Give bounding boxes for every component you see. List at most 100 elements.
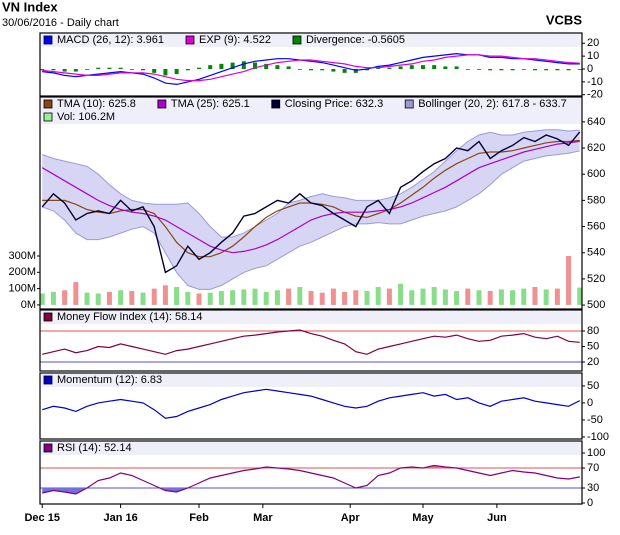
- bar: [454, 66, 459, 69]
- bar: [73, 282, 79, 305]
- bar: [454, 291, 460, 305]
- bar: [442, 289, 448, 305]
- bar: [95, 293, 101, 305]
- bar: [50, 291, 56, 305]
- bar: [73, 69, 78, 72]
- bar: [443, 66, 448, 69]
- bar: [308, 291, 314, 305]
- plot: [40, 464, 582, 495]
- y-tick-label: 20: [587, 356, 599, 368]
- bar: [320, 69, 325, 71]
- y-tick-label: 20: [587, 37, 599, 49]
- y2-tick-label: 300M: [8, 250, 36, 262]
- bar: [62, 69, 67, 72]
- bar: [40, 69, 45, 71]
- bar: [364, 291, 370, 305]
- bar: [465, 69, 470, 70]
- bar: [152, 69, 157, 73]
- bar: [398, 283, 404, 305]
- bar: [488, 69, 493, 71]
- bar: [185, 69, 190, 71]
- legend-swatch: [292, 35, 302, 45]
- legend-background: [41, 98, 581, 124]
- bar: [207, 292, 213, 305]
- bar: [498, 289, 504, 305]
- bar: [219, 63, 224, 69]
- panel-border: [39, 440, 583, 505]
- bar: [566, 256, 572, 305]
- bar: [252, 288, 258, 305]
- bar: [275, 65, 280, 69]
- bar: [85, 69, 90, 70]
- bar: [96, 67, 101, 69]
- plot: [40, 129, 582, 305]
- y-tick-label: -20: [587, 89, 603, 101]
- line: [42, 54, 580, 82]
- legend-label: Vol: 106.2M: [57, 111, 115, 123]
- bar: [331, 69, 336, 72]
- legend: MACD (26, 12): 3.961 EXP (9): 4.522 Diverg…: [41, 34, 581, 47]
- legend-swatch: [43, 443, 53, 453]
- line: [42, 388, 581, 419]
- bar: [555, 69, 560, 71]
- bar: [353, 69, 358, 73]
- bar: [554, 288, 560, 305]
- bar: [84, 292, 90, 305]
- legend-background: [41, 34, 581, 47]
- y-tick-label: 0: [587, 63, 593, 75]
- bar: [286, 66, 291, 69]
- y-tick-label: 620: [587, 142, 605, 154]
- y-tick-label: 520: [587, 273, 605, 285]
- bar: [409, 290, 415, 305]
- y-tick-label: 50: [587, 380, 599, 392]
- y-tick-label: 50: [587, 340, 599, 352]
- bar: [253, 62, 258, 69]
- legend-background: [41, 442, 581, 455]
- legend-label: EXP (9): 4.522: [199, 34, 271, 46]
- bar: [432, 65, 437, 69]
- legend-label: Closing Price: 632.3: [285, 98, 383, 110]
- bar: [420, 65, 425, 69]
- bar: [286, 288, 292, 305]
- line: [41, 131, 581, 274]
- legend-swatch: [43, 112, 53, 122]
- legend-swatch: [157, 99, 167, 109]
- bar: [353, 290, 359, 305]
- bar: [151, 288, 157, 305]
- bar: [185, 291, 191, 305]
- x-tick-label: Dec 15: [24, 512, 59, 524]
- plot: [40, 329, 582, 363]
- bar: [476, 69, 481, 70]
- bar: [431, 286, 437, 305]
- legend-label: MACD (26, 12): 3.961: [57, 34, 164, 46]
- bar: [107, 67, 112, 69]
- bar: [342, 291, 348, 305]
- bar: [487, 291, 493, 305]
- bar: [376, 67, 381, 69]
- legend-label: Momentum (12): 6.83: [57, 374, 162, 386]
- bar: [196, 293, 202, 305]
- bar: [532, 69, 537, 71]
- y-tick-label: 80: [587, 325, 599, 337]
- bar: [465, 288, 471, 305]
- legend-swatch: [404, 99, 414, 109]
- legend-background: [41, 374, 581, 387]
- bar: [163, 69, 168, 76]
- legend: TMA (10): 625.8 TMA (25): 625.1 Closing Pr…: [41, 98, 581, 124]
- y-tick-label: 600: [587, 168, 605, 180]
- y-tick-label: -10: [587, 76, 603, 88]
- legend-label: RSI (14): 52.14: [57, 442, 132, 454]
- y-tick-label: 500: [587, 299, 605, 311]
- bar: [577, 69, 582, 70]
- y-tick-label: 540: [587, 247, 605, 259]
- bar: [510, 69, 515, 71]
- x-tick-label: Mar: [253, 512, 273, 524]
- legend-swatch: [43, 312, 53, 322]
- legend-label: Divergence: -0.5605: [306, 34, 405, 46]
- y2-tick-label: 200M: [8, 266, 36, 278]
- y2-tick-label: 0M: [21, 299, 36, 311]
- bar: [577, 287, 582, 305]
- y-tick-label: 0: [587, 497, 593, 509]
- bar: [241, 61, 246, 69]
